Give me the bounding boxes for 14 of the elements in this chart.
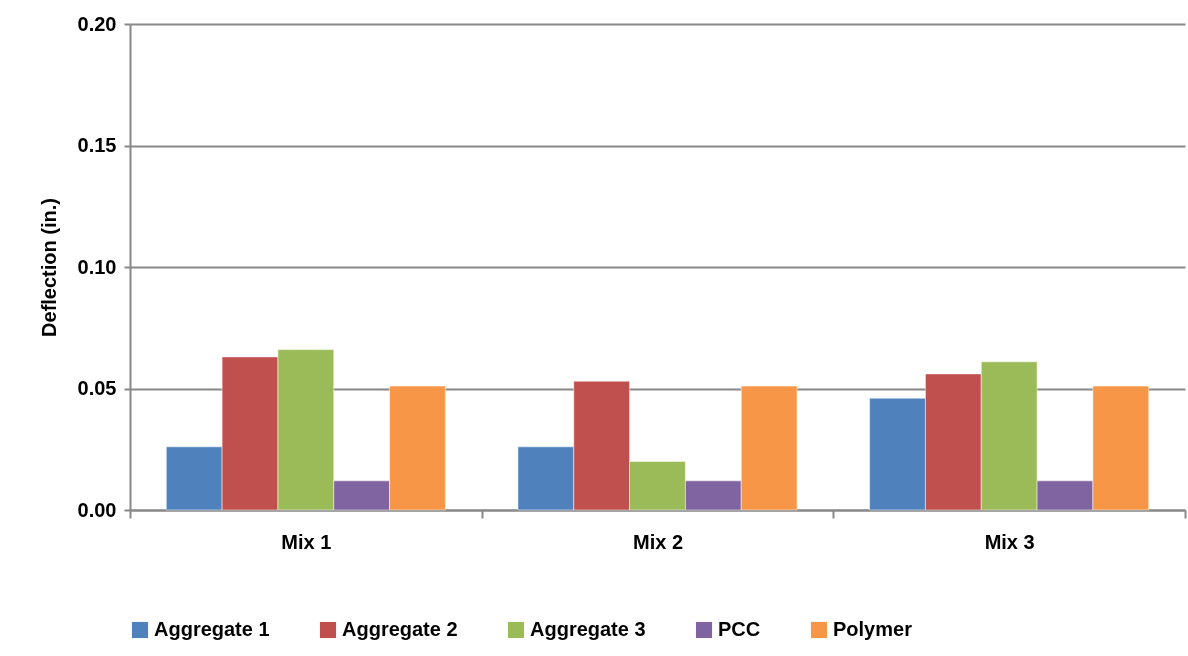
legend-label: Polymer bbox=[833, 618, 913, 640]
legend-label: PCC bbox=[718, 618, 761, 640]
x-tick-label: Mix 1 bbox=[281, 530, 332, 553]
legend-label: Aggregate 2 bbox=[342, 618, 458, 640]
y-tick-label: 0.00 bbox=[77, 498, 117, 521]
x-tick-label: Mix 3 bbox=[984, 530, 1035, 553]
y-axis-title: Deflection (in.) bbox=[37, 198, 60, 337]
x-tick-label: Mix 2 bbox=[632, 530, 684, 553]
y-tick-label: 0.20 bbox=[77, 12, 117, 35]
y-tick-label: 0.05 bbox=[77, 377, 117, 399]
y-tick-label: 0.10 bbox=[77, 255, 117, 278]
legend-label: Aggregate 1 bbox=[154, 618, 270, 640]
y-tick-label: 0.15 bbox=[77, 134, 117, 156]
legend-label: Aggregate 3 bbox=[530, 618, 646, 640]
